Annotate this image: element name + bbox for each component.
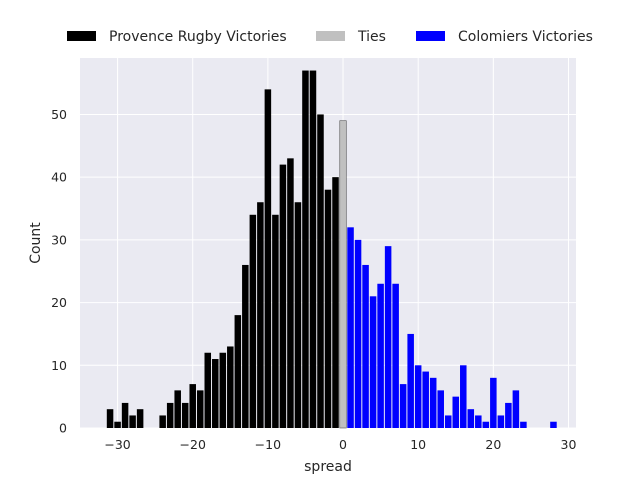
bar-series-3 xyxy=(490,377,497,428)
bar-series-1 xyxy=(227,346,234,428)
bar-series-3 xyxy=(460,365,467,428)
y-axis-label: Count xyxy=(28,222,44,264)
bar-series-1 xyxy=(174,390,181,428)
x-tick-label: 0 xyxy=(339,437,347,452)
x-tick-label: −10 xyxy=(255,437,281,452)
bar-series-3 xyxy=(399,384,407,428)
bar-series-1 xyxy=(294,202,302,428)
x-axis-label: spread xyxy=(304,459,352,475)
legend: Provence Rugby Victories Ties Colomiers Vi… xyxy=(67,29,593,45)
bar-series-1 xyxy=(196,390,204,428)
bar-series-3 xyxy=(505,402,512,428)
bars xyxy=(106,70,557,429)
bar-series-3 xyxy=(392,283,399,428)
bar-series-3 xyxy=(452,396,460,428)
bar-series-1 xyxy=(302,70,309,429)
bar-series-1 xyxy=(106,409,114,428)
x-tick-label: 30 xyxy=(561,437,577,452)
bar-series-1 xyxy=(279,164,287,428)
bar-series-1 xyxy=(234,315,242,428)
bar-series-3 xyxy=(467,409,475,428)
bar-series-3 xyxy=(429,377,437,428)
bar-series-3 xyxy=(377,283,384,428)
bar-series-3 xyxy=(414,365,422,428)
bar-series-1 xyxy=(114,421,121,428)
bar-series-1 xyxy=(204,352,212,428)
bar-series-1 xyxy=(287,158,294,428)
bar-series-1 xyxy=(249,214,257,428)
bar-series-3 xyxy=(347,227,354,428)
bar-series-1 xyxy=(332,177,339,428)
legend-label: Ties xyxy=(357,29,386,45)
bar-series-3 xyxy=(482,421,490,428)
legend-swatch xyxy=(316,31,345,41)
x-tick-labels: −30 −20 −10 0 10 20 30 xyxy=(104,437,576,452)
y-tick-label: 20 xyxy=(51,295,67,310)
bar-series-3 xyxy=(475,415,482,428)
bar-series-3 xyxy=(512,390,520,428)
bar-series-1 xyxy=(212,359,219,428)
bar-series-1 xyxy=(272,214,279,428)
bar-series-3 xyxy=(437,390,444,428)
legend-label: Colomiers Victories xyxy=(458,29,593,45)
y-tick-label: 50 xyxy=(51,107,67,122)
x-tick-label: −20 xyxy=(180,437,206,452)
bar-series-1 xyxy=(136,409,144,428)
y-tick-labels: 0 10 20 30 40 50 xyxy=(51,107,67,436)
legend-swatch xyxy=(67,31,96,41)
bar-series-1 xyxy=(129,415,136,428)
bar-series-2 xyxy=(339,120,347,429)
x-tick-label: 10 xyxy=(410,437,426,452)
bar-series-1 xyxy=(166,402,174,428)
y-tick-label: 40 xyxy=(51,170,67,185)
bar-series-1 xyxy=(189,384,196,428)
bar-series-1 xyxy=(159,415,166,428)
y-tick-label: 30 xyxy=(51,232,67,247)
legend-item-2: Ties xyxy=(316,29,386,45)
bar-series-3 xyxy=(354,239,362,428)
bar-series-1 xyxy=(324,189,332,428)
bar-series-3 xyxy=(422,371,429,428)
bar-series-1 xyxy=(219,352,227,428)
y-tick-label: 0 xyxy=(59,421,67,436)
bar-series-1 xyxy=(309,70,317,429)
y-tick-label: 10 xyxy=(51,358,67,373)
bar-series-1 xyxy=(317,114,324,429)
bar-series-1 xyxy=(242,264,249,428)
legend-swatch xyxy=(416,31,445,41)
bar-series-3 xyxy=(550,421,557,428)
x-tick-label: 20 xyxy=(485,437,501,452)
bar-series-1 xyxy=(257,202,264,428)
bar-series-3 xyxy=(384,246,392,428)
bar-series-3 xyxy=(407,333,414,428)
bar-series-3 xyxy=(497,415,505,428)
legend-item-3: Colomiers Victories xyxy=(416,29,593,45)
legend-item-1: Provence Rugby Victories xyxy=(67,29,287,45)
bar-series-3 xyxy=(362,264,369,428)
bar-series-3 xyxy=(444,415,452,428)
bar-series-1 xyxy=(264,89,272,429)
x-tick-label: −30 xyxy=(104,437,130,452)
bar-series-1 xyxy=(181,402,189,428)
legend-label: Provence Rugby Victories xyxy=(109,29,287,45)
bar-series-3 xyxy=(369,296,377,428)
bar-series-1 xyxy=(121,402,129,428)
bar-series-3 xyxy=(520,421,527,428)
